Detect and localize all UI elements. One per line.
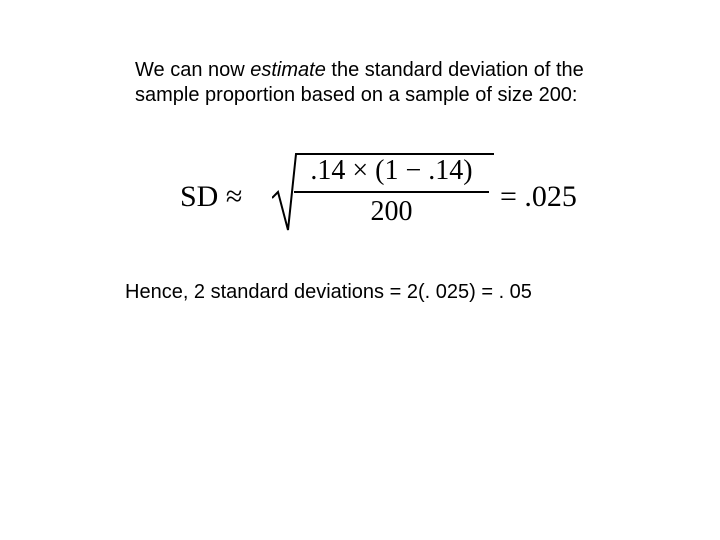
formula-lhs-symbol: SD bbox=[180, 180, 218, 213]
slide-container: We can now estimate the standard deviati… bbox=[0, 0, 720, 540]
formula-lhs: SD ≈ bbox=[180, 180, 242, 214]
fraction-bar bbox=[294, 191, 489, 193]
formula-rhs-value: .025 bbox=[524, 180, 577, 213]
formula-rhs: = .025 bbox=[500, 180, 577, 214]
formula-relation: ≈ bbox=[226, 180, 242, 213]
fraction-numerator: .14 × (1 − .14) bbox=[294, 156, 489, 189]
formula-rhs-relation: = bbox=[500, 180, 517, 213]
fraction: .14 × (1 − .14) 200 bbox=[294, 156, 489, 228]
intro-text-pre: We can now bbox=[135, 59, 250, 81]
intro-text-italic: estimate bbox=[250, 59, 326, 81]
intro-paragraph: We can now estimate the standard deviati… bbox=[135, 58, 585, 108]
sqrt-expression: .14 × (1 − .14) 200 bbox=[272, 150, 492, 235]
conclusion-paragraph: Hence, 2 standard deviations = 2(. 025) … bbox=[125, 280, 605, 305]
formula-block: SD ≈ .14 × (1 − .14) 200 = .025 bbox=[180, 150, 600, 240]
fraction-denominator: 200 bbox=[294, 195, 489, 228]
